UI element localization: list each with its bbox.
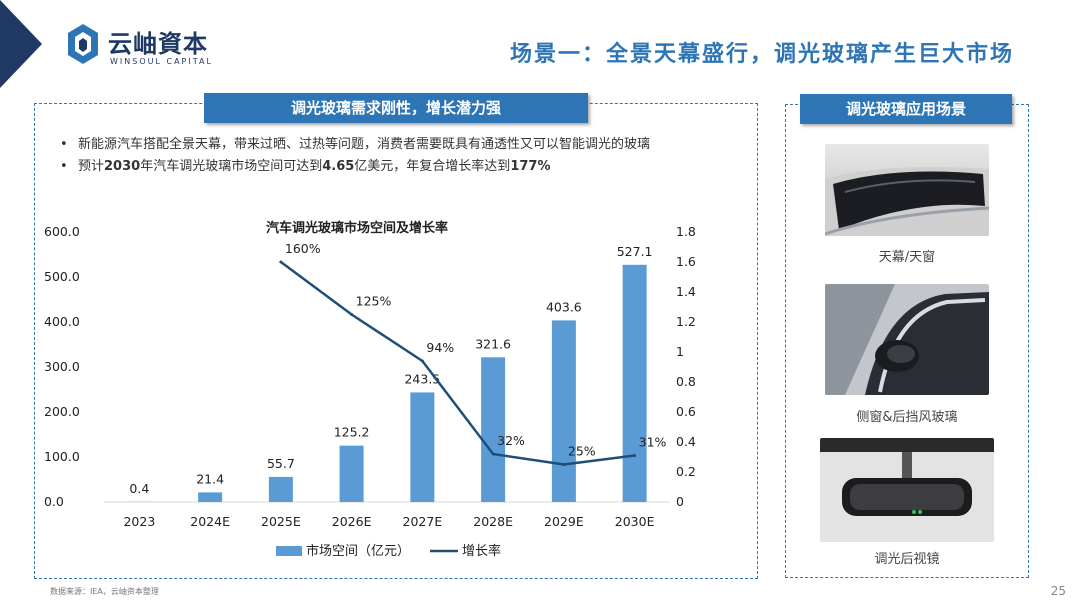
y-left-tick-label: 500.0 [44, 269, 80, 284]
growth-rate-line [280, 260, 635, 466]
x-tick-label: 2023 [123, 514, 155, 529]
corner-decoration [0, 0, 42, 88]
y-left-tick-label: 0.0 [44, 494, 64, 509]
growth-rate-point [562, 463, 566, 466]
data-source-note: 数据来源：IEA，云岫资本整理 [50, 587, 159, 596]
left-panel-title: 调光玻璃需求刚性，增长潜力强 [204, 93, 588, 123]
y-left-tick-label: 600.0 [44, 224, 80, 239]
bar [551, 320, 576, 502]
bullet-text: 预计 [78, 159, 105, 174]
bar [198, 492, 223, 502]
y-right-tick-label: 0.6 [676, 404, 696, 419]
bar-value-label: 403.6 [546, 299, 582, 314]
bullet-item: 新能源汽车搭配全景天幕，带来过晒、过热等问题，消费者需要既具有通透性又可以智能调… [58, 134, 748, 156]
photo-caption: 天幕/天窗 [878, 250, 936, 265]
growth-rate-point [350, 313, 354, 316]
y-left-tick-label: 100.0 [44, 449, 80, 464]
bullet-text: 年汽车调光玻璃市场空间可达到 [140, 159, 323, 174]
bar-value-label: 21.4 [196, 471, 224, 486]
x-tick-label: 2024E [190, 514, 230, 529]
y-left-tick-label: 200.0 [44, 404, 80, 419]
x-tick-label: 2026E [332, 514, 372, 529]
chart-title: 汽车调光玻璃市场空间及增长率 [266, 220, 448, 236]
bar-value-label: 125.2 [334, 425, 370, 440]
bullet-highlight: 177% [510, 159, 551, 174]
growth-rate-point [420, 359, 424, 363]
legend-label: 增长率 [462, 543, 501, 559]
y-right-tick-label: 1.4 [676, 284, 696, 299]
bar-value-label: 321.6 [475, 336, 511, 351]
bar [339, 445, 364, 502]
photo-caption: 侧窗&后挡风玻璃 [856, 410, 958, 425]
y-right-tick-label: 1.8 [676, 224, 696, 239]
y-left-tick-label: 300.0 [44, 359, 80, 374]
bar-value-label: 0.4 [129, 481, 149, 496]
bar-value-label: 55.7 [267, 456, 295, 471]
logo-subtitle: WINSOUL CAPITAL [110, 57, 213, 66]
x-tick-label: 2027E [403, 514, 443, 529]
growth-rate-label: 94% [426, 340, 454, 355]
growth-rate-label: 160% [285, 241, 321, 256]
growth-rate-point [633, 454, 637, 457]
logo-name: 云岫資本 [108, 30, 208, 58]
page-number: 25 [1050, 584, 1066, 598]
y-right-tick-label: 0.2 [676, 464, 696, 479]
market-chart: 汽车调光玻璃市场空间及增长率 0.0 100.0 200.0 300.0 400.0 500… [44, 220, 696, 559]
x-tick-label: 2029E [544, 514, 584, 529]
growth-rate-point [279, 260, 283, 264]
bar-value-label: 243.5 [404, 371, 440, 386]
y-right-tick-label: 0.4 [676, 434, 696, 449]
bar [268, 476, 293, 502]
logo-icon [68, 24, 98, 64]
car-side-window-photo [825, 284, 989, 395]
rearview-mirror-photo [820, 438, 994, 542]
y-left-tick-label: 400.0 [44, 314, 80, 329]
bullet-highlight: 2030 [104, 159, 141, 174]
photo-caption: 调光后视镜 [874, 552, 940, 567]
bullet-text: 亿美元，年复合增长率达到 [354, 159, 511, 174]
growth-rate-point [491, 452, 495, 456]
bar [481, 357, 506, 502]
y-right-tick-label: 0.8 [676, 374, 696, 389]
bullet-text: 新能源汽车搭配全景天幕，带来过晒、过热等问题，消费者需要既具有通透性又可以智能调… [78, 137, 651, 152]
y-right-tick-label: 1.6 [676, 254, 696, 269]
x-tick-label: 2025E [261, 514, 301, 529]
right-panel-title: 调光玻璃应用场景 [800, 94, 1012, 124]
legend-bar-swatch [276, 546, 302, 556]
legend-label: 市场空间（亿元） [306, 543, 410, 559]
growth-rate-label: 125% [356, 294, 392, 309]
x-tick-label: 2028E [473, 514, 513, 529]
bar [622, 264, 647, 502]
growth-rate-label: 32% [497, 433, 525, 448]
y-right-tick-label: 1.2 [676, 314, 696, 329]
y-right-tick-label: 1 [676, 344, 684, 359]
bullet-highlight: 4.65 [322, 159, 355, 174]
bullet-item: 预计2030年汽车调光玻璃市场空间可达到4.65亿美元，年复合增长率达到177% [58, 156, 748, 178]
bullet-list: 新能源汽车搭配全景天幕，带来过晒、过热等问题，消费者需要既具有通透性又可以智能调… [58, 134, 748, 178]
y-right-tick-label: 0 [676, 494, 684, 509]
growth-rate-label: 31% [639, 435, 667, 450]
bar [410, 392, 435, 502]
growth-rate-label: 25% [568, 444, 596, 459]
bar-value-label: 527.1 [617, 244, 653, 259]
page-title: 场景一：全景天幕盛行，调光玻璃产生巨大市场 [509, 42, 1014, 67]
x-tick-label: 2030E [615, 514, 655, 529]
car-sunroof-photo [825, 144, 989, 236]
